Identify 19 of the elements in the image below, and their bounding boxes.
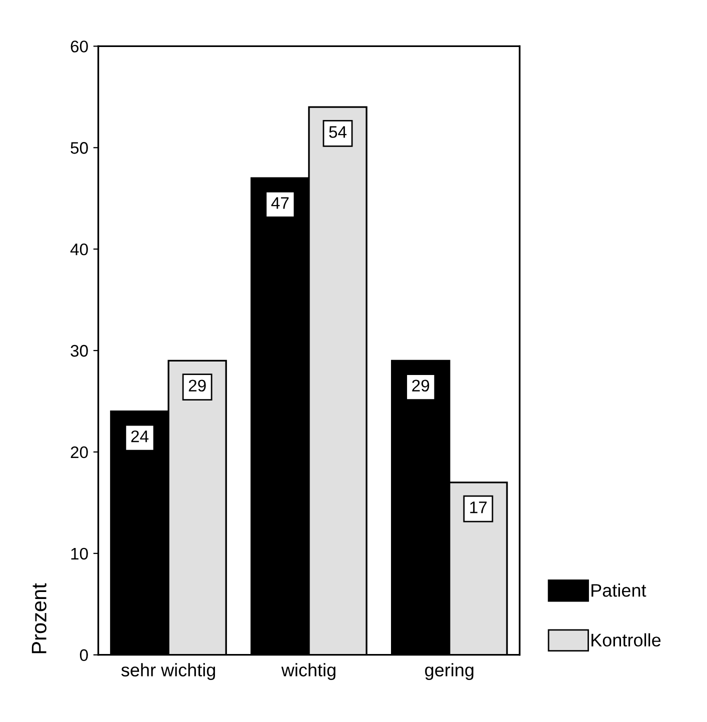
legend-label: Patient <box>592 584 646 597</box>
data-label: 29 <box>188 380 206 392</box>
data-label: 17 <box>470 502 487 514</box>
data-label: 54 <box>329 126 347 138</box>
x-tick-label: wichtig <box>281 663 336 680</box>
x-tick-label: gering <box>425 663 474 680</box>
legend-label: Kontrolle <box>592 633 661 647</box>
y-tick-label: 60 <box>70 40 88 52</box>
x-tick-label: sehr wichtig <box>121 663 216 680</box>
y-tick-label: 30 <box>70 344 88 357</box>
data-label: 47 <box>271 197 289 209</box>
y-tick-label: 0 <box>80 649 88 662</box>
y-tick-label: 50 <box>70 142 88 154</box>
y-tick-label: 10 <box>71 548 88 560</box>
data-label: 24 <box>131 430 148 442</box>
y-tick-label: 40 <box>70 243 88 256</box>
y-axis-title: Prozent <box>32 583 46 654</box>
y-tick-label: 20 <box>70 446 88 458</box>
data-label: 29 <box>412 380 430 392</box>
